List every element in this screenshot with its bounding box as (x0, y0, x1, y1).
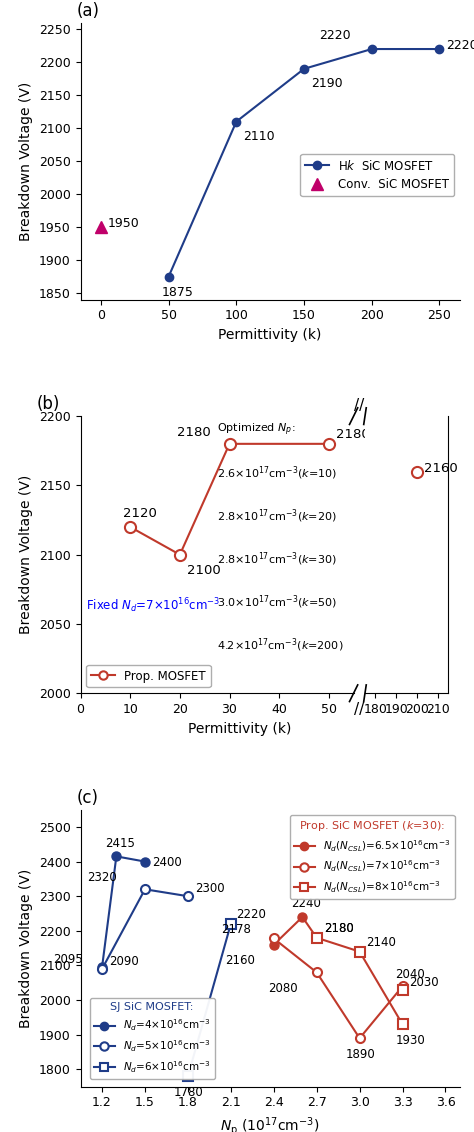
Legend: Prop. MOSFET: Prop. MOSFET (86, 664, 210, 687)
Y-axis label: Breakdown Voltage (V): Breakdown Voltage (V) (19, 868, 34, 1028)
Text: Fixed $N_d$=7×10$^{16}$cm$^{-3}$: Fixed $N_d$=7×10$^{16}$cm$^{-3}$ (86, 597, 220, 615)
Text: (c): (c) (77, 789, 99, 807)
Text: 2180: 2180 (324, 923, 354, 935)
Text: 2180: 2180 (324, 923, 354, 935)
Text: 2220: 2220 (237, 908, 266, 921)
Text: 2100: 2100 (187, 564, 220, 577)
Text: 2240: 2240 (291, 898, 321, 910)
Text: 2300: 2300 (195, 882, 225, 895)
Text: 1950: 1950 (108, 217, 139, 230)
Text: 4.2×10$^{17}$cm$^{-3}$($k$=200): 4.2×10$^{17}$cm$^{-3}$($k$=200) (217, 636, 344, 654)
Legend: H$k$  SiC MOSFET, Conv.  SiC MOSFET: H$k$ SiC MOSFET, Conv. SiC MOSFET (301, 154, 454, 196)
X-axis label: $N_{\mathrm{p}}$ (10$^{17}$cm$^{-3}$): $N_{\mathrm{p}}$ (10$^{17}$cm$^{-3}$) (220, 1115, 320, 1132)
Text: 2080: 2080 (268, 981, 298, 995)
Text: 2180: 2180 (177, 426, 210, 438)
Text: Optimized $N_p$:: Optimized $N_p$: (217, 422, 295, 438)
Y-axis label: Breakdown Voltage (V): Breakdown Voltage (V) (19, 475, 34, 634)
Text: 2220: 2220 (319, 29, 351, 42)
Text: Permittivity (k): Permittivity (k) (188, 721, 292, 736)
Text: 2220: 2220 (447, 38, 474, 52)
Text: 2190: 2190 (311, 77, 343, 89)
Text: 2140: 2140 (366, 936, 396, 949)
Text: 1930: 1930 (396, 1034, 425, 1047)
Text: (a): (a) (77, 2, 100, 20)
Text: 2.6×10$^{17}$cm$^{-3}$($k$=10): 2.6×10$^{17}$cm$^{-3}$($k$=10) (217, 464, 337, 482)
Text: 2178: 2178 (221, 923, 251, 936)
Text: //: // (354, 397, 365, 413)
Text: 2160: 2160 (225, 954, 255, 967)
Text: 1780: 1780 (174, 1086, 204, 1099)
Text: 2040: 2040 (396, 968, 425, 981)
Text: //: // (354, 702, 365, 718)
Text: 2.8×10$^{17}$cm$^{-3}$($k$=30): 2.8×10$^{17}$cm$^{-3}$($k$=30) (217, 550, 337, 568)
Text: 2320: 2320 (87, 871, 117, 884)
Text: 3.0×10$^{17}$cm$^{-3}$($k$=50): 3.0×10$^{17}$cm$^{-3}$($k$=50) (217, 593, 337, 611)
Legend: $N_d$($N_{CSL}$)=6.5×10$^{16}$cm$^{-3}$, $N_d$($N_{CSL}$)=7×10$^{16}$cm$^{-3}$, : $N_d$($N_{CSL}$)=6.5×10$^{16}$cm$^{-3}$,… (290, 815, 455, 899)
Text: 2120: 2120 (123, 507, 157, 521)
Text: 2160: 2160 (424, 462, 458, 474)
Text: 1890: 1890 (346, 1048, 375, 1061)
Text: 2095: 2095 (54, 953, 83, 966)
Text: 2400: 2400 (152, 856, 182, 868)
Text: 2090: 2090 (109, 954, 139, 968)
Text: 1875: 1875 (162, 286, 193, 299)
Text: 2030: 2030 (410, 976, 439, 988)
Text: 2415: 2415 (105, 837, 135, 850)
X-axis label: Permittivity (k): Permittivity (k) (219, 328, 322, 342)
Text: 2110: 2110 (243, 130, 275, 143)
Y-axis label: Breakdown Voltage (V): Breakdown Voltage (V) (19, 82, 34, 241)
Text: 2.8×10$^{17}$cm$^{-3}$($k$=20): 2.8×10$^{17}$cm$^{-3}$($k$=20) (217, 507, 337, 525)
Text: (b): (b) (37, 395, 60, 413)
Text: 2180: 2180 (336, 428, 369, 441)
